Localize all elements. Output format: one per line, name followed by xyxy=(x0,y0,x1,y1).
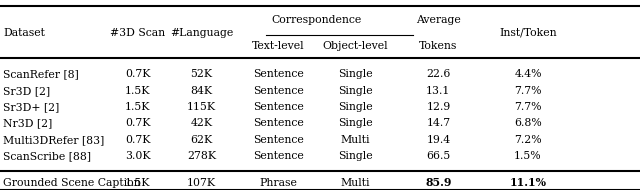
Text: 12.9: 12.9 xyxy=(426,102,451,112)
Text: 0.7K: 0.7K xyxy=(125,135,150,145)
Text: 14.7: 14.7 xyxy=(426,119,451,128)
Text: #3D Scan: #3D Scan xyxy=(110,28,165,38)
Text: Nr3D [2]: Nr3D [2] xyxy=(3,119,52,128)
Text: 6.8%: 6.8% xyxy=(514,119,542,128)
Text: 7.7%: 7.7% xyxy=(515,86,541,96)
Text: Phrase: Phrase xyxy=(259,178,298,188)
Text: Multi: Multi xyxy=(340,135,370,145)
Text: 42K: 42K xyxy=(191,119,212,128)
Text: 115K: 115K xyxy=(187,102,216,112)
Text: Sr3D+ [2]: Sr3D+ [2] xyxy=(3,102,60,112)
Text: 62K: 62K xyxy=(191,135,212,145)
Text: Sentence: Sentence xyxy=(253,119,304,128)
Text: Sentence: Sentence xyxy=(253,151,304,161)
Text: Single: Single xyxy=(338,151,372,161)
Text: Sentence: Sentence xyxy=(253,102,304,112)
Text: ScanScribe [88]: ScanScribe [88] xyxy=(3,151,92,161)
Text: ScanRefer [8]: ScanRefer [8] xyxy=(3,70,79,79)
Text: Dataset: Dataset xyxy=(3,28,45,38)
Text: 7.2%: 7.2% xyxy=(514,135,542,145)
Text: Single: Single xyxy=(338,102,372,112)
Text: 278K: 278K xyxy=(187,151,216,161)
Text: 1.5K: 1.5K xyxy=(125,86,150,96)
Text: 84K: 84K xyxy=(191,86,212,96)
Text: 85.9: 85.9 xyxy=(425,177,452,188)
Text: 66.5: 66.5 xyxy=(426,151,451,161)
Text: 1.5K: 1.5K xyxy=(125,102,150,112)
Text: Sentence: Sentence xyxy=(253,70,304,79)
Text: 3.0K: 3.0K xyxy=(125,151,150,161)
Text: Sentence: Sentence xyxy=(253,86,304,96)
Text: Multi: Multi xyxy=(340,178,370,188)
Text: Single: Single xyxy=(338,70,372,79)
Text: Correspondence: Correspondence xyxy=(271,15,362,25)
Text: 52K: 52K xyxy=(191,70,212,79)
Text: #Language: #Language xyxy=(170,28,233,38)
Text: Single: Single xyxy=(338,119,372,128)
Text: Sr3D [2]: Sr3D [2] xyxy=(3,86,51,96)
Text: 4.4%: 4.4% xyxy=(515,70,541,79)
Text: Multi3DRefer [83]: Multi3DRefer [83] xyxy=(3,135,104,145)
Text: 22.6: 22.6 xyxy=(426,70,451,79)
Text: 11.1%: 11.1% xyxy=(509,177,547,188)
Text: Average: Average xyxy=(416,15,461,25)
Text: Object-level: Object-level xyxy=(323,41,388,51)
Text: 0.7K: 0.7K xyxy=(125,119,150,128)
Text: 13.1: 13.1 xyxy=(426,86,451,96)
Text: 7.7%: 7.7% xyxy=(515,102,541,112)
Text: Inst/Token: Inst/Token xyxy=(499,28,557,38)
Text: 0.7K: 0.7K xyxy=(125,70,150,79)
Text: 1.5K: 1.5K xyxy=(125,178,150,188)
Text: 107K: 107K xyxy=(187,178,216,188)
Text: 1.5%: 1.5% xyxy=(514,151,542,161)
Text: Grounded Scene Caption: Grounded Scene Caption xyxy=(3,178,141,188)
Text: Single: Single xyxy=(338,86,372,96)
Text: Sentence: Sentence xyxy=(253,135,304,145)
Text: Text-level: Text-level xyxy=(252,41,305,51)
Text: 19.4: 19.4 xyxy=(426,135,451,145)
Text: Tokens: Tokens xyxy=(419,41,458,51)
